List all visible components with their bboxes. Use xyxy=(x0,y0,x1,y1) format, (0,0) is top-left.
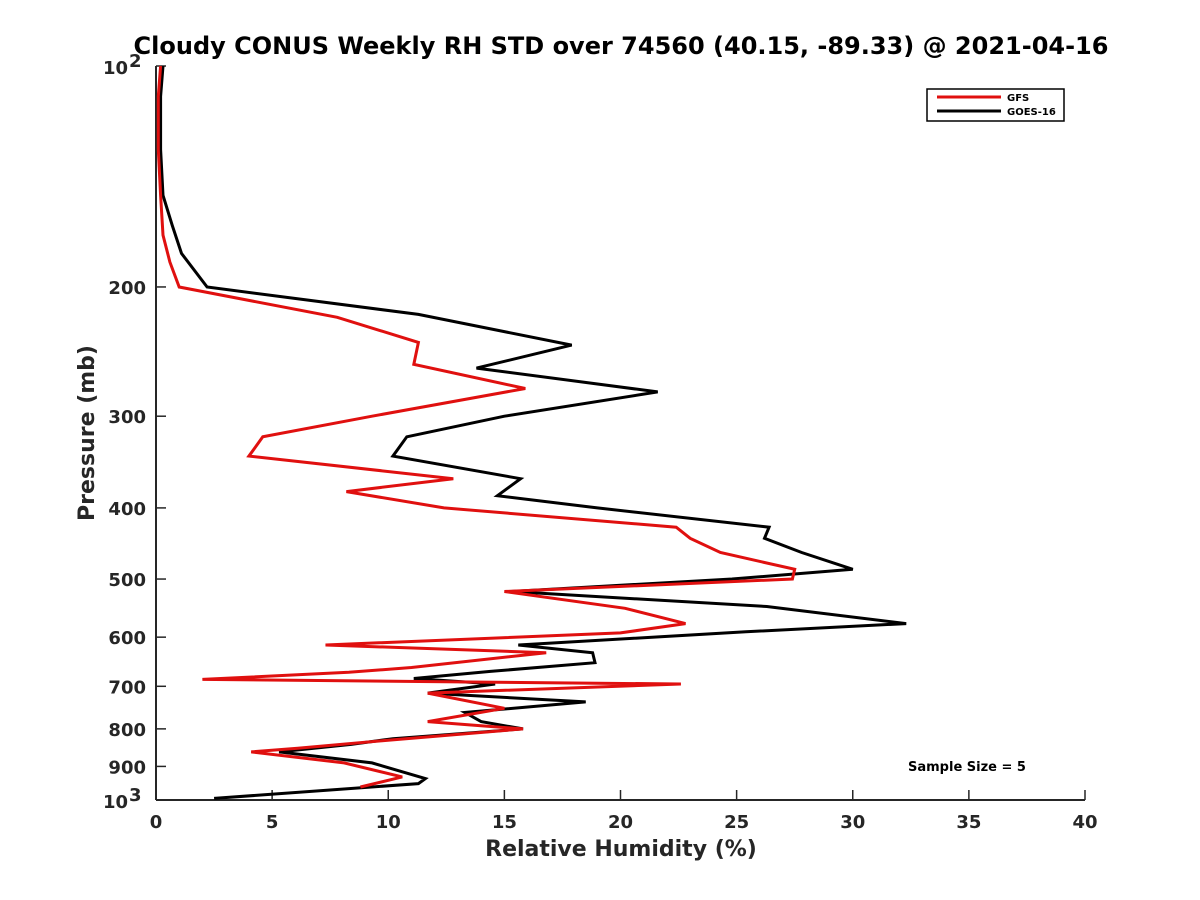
y-axis-label: Pressure (mb) xyxy=(75,345,100,521)
y-tick-exponent: 2 xyxy=(129,51,142,72)
series-line-gfs xyxy=(156,65,797,789)
x-tick-label: 20 xyxy=(608,812,633,833)
sample-size-annotation: Sample Size = 5 xyxy=(908,760,1026,775)
chart-title: Cloudy CONUS Weekly RH STD over 74560 (4… xyxy=(134,32,1109,60)
y-tick-label: 10 xyxy=(103,58,128,79)
y-tick-label: 600 xyxy=(108,628,146,649)
x-tick-label: 40 xyxy=(1072,812,1097,833)
legend-box xyxy=(926,88,1065,122)
series-layer xyxy=(156,65,907,800)
x-tick-label: 35 xyxy=(956,812,981,833)
x-tick-label: 15 xyxy=(492,812,517,833)
legend-label: GFS xyxy=(1007,93,1029,104)
x-tick-label: 0 xyxy=(150,812,163,833)
legend-label: GOES-16 xyxy=(1007,107,1056,118)
y-tick-label: 400 xyxy=(108,499,146,520)
x-axis-label: Relative Humidity (%) xyxy=(485,837,757,862)
y-tick-label: 700 xyxy=(108,677,146,698)
y-tick-label: 800 xyxy=(108,720,146,741)
x-tick-label: 10 xyxy=(376,812,401,833)
y-tick-label: 300 xyxy=(108,407,146,428)
legend: GFS GOES-16 xyxy=(926,88,1065,122)
y-tick-label: 500 xyxy=(108,570,146,591)
x-tick-label: 30 xyxy=(840,812,865,833)
y-tick-label: 10 xyxy=(103,792,128,813)
x-tick-label: 25 xyxy=(724,812,749,833)
y-tick-label: 900 xyxy=(108,757,146,778)
x-tick-label: 5 xyxy=(266,812,279,833)
y-tick-exponent: 3 xyxy=(129,785,142,806)
y-tick-label: 200 xyxy=(108,278,146,299)
